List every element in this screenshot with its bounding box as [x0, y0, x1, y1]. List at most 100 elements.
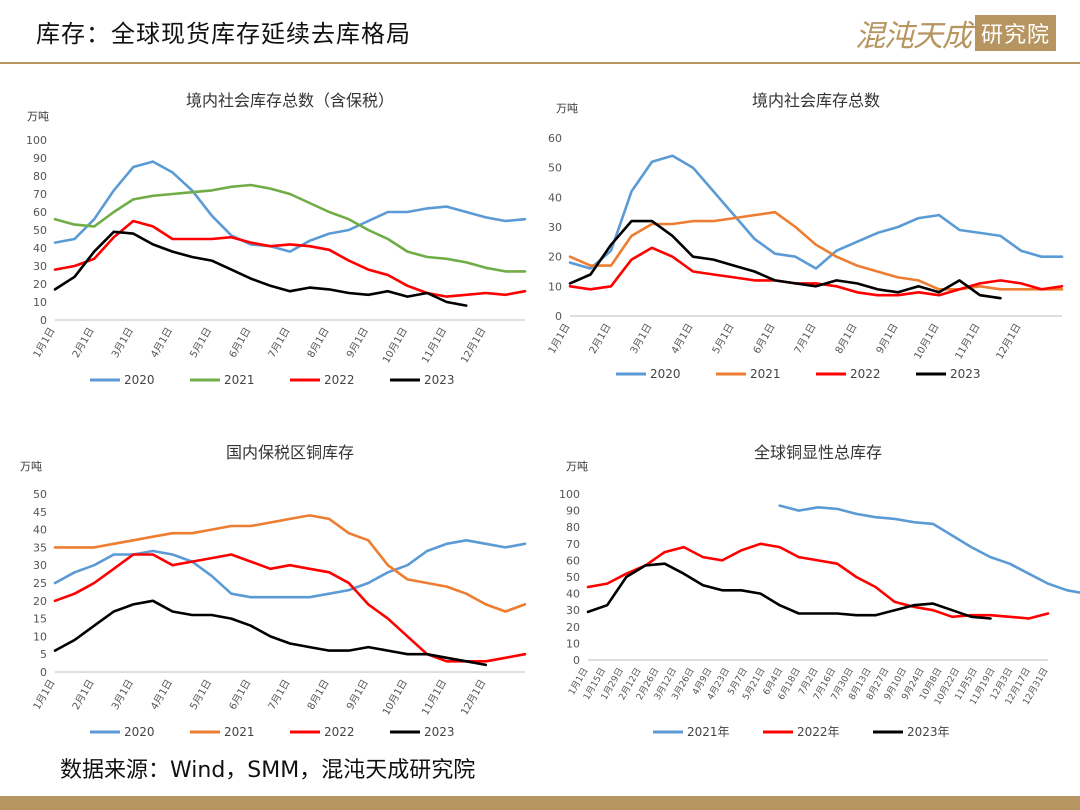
y-tick-label: 10 [566, 637, 580, 650]
series-line-2020 [568, 154, 1064, 270]
series-line-2023 [53, 230, 468, 307]
series-line-2022年 [586, 542, 1050, 620]
y-tick-label: 100 [26, 134, 47, 147]
y-tick-label: 5 [40, 648, 47, 661]
y-tick-label: 0 [40, 314, 47, 327]
y-tick-label: 60 [566, 554, 580, 567]
y-tick-label: 80 [33, 170, 47, 183]
y-tick-label: 50 [566, 571, 580, 584]
legend-label: 2022年 [797, 725, 840, 739]
page-title: 库存：全球现货库存延续去库格局 [36, 20, 411, 48]
x-tick-label: 9月1日 [344, 326, 371, 360]
y-tick-label: 20 [566, 621, 580, 634]
series-line-2020 [53, 160, 527, 253]
legend-label: 2023 [424, 373, 455, 387]
header-divider [0, 62, 1080, 64]
x-tick-label: 6月1日 [751, 322, 778, 356]
y-tick-label: 100 [559, 488, 580, 501]
y-tick-label: 30 [548, 221, 562, 234]
y-tick-label: 45 [33, 506, 47, 519]
legend-label: 2022 [324, 725, 355, 739]
x-tick-label: 12月1日 [994, 322, 1024, 362]
x-tick-label: 9月1日 [344, 678, 371, 712]
legend-label: 2021 [750, 367, 781, 381]
y-tick-label: 80 [566, 521, 580, 534]
chart-global-visible-copper-inventory: 全球铜显性总库存万吨01020304050607080901001月1日1月15… [559, 443, 1080, 739]
y-tick-label: 70 [33, 188, 47, 201]
x-tick-label: 11月1日 [419, 326, 449, 366]
x-tick-label: 11月1日 [953, 322, 983, 362]
y-axis-unit: 万吨 [556, 102, 578, 115]
chart-title: 全球铜显性总库存 [754, 443, 882, 462]
series-line-2022 [53, 219, 527, 298]
y-tick-label: 50 [33, 224, 47, 237]
y-tick-label: 90 [566, 505, 580, 518]
y-tick-label: 15 [33, 613, 47, 626]
y-tick-label: 25 [33, 577, 47, 590]
y-tick-label: 20 [33, 278, 47, 291]
data-source-note: 数据来源：Wind，SMM，混沌天成研究院 [60, 758, 476, 783]
series-line-2021年 [778, 504, 1080, 594]
y-tick-label: 10 [33, 630, 47, 643]
logo-brush-text: 混沌天成 [854, 19, 972, 54]
x-tick-label: 8月1日 [305, 678, 332, 712]
x-tick-label: 11月1日 [419, 678, 449, 718]
y-tick-label: 60 [33, 206, 47, 219]
y-axis-unit: 万吨 [20, 460, 42, 473]
series-line-2023 [53, 599, 488, 667]
legend-label: 2020 [124, 725, 155, 739]
y-tick-label: 40 [566, 588, 580, 601]
series-line-2021 [53, 514, 527, 613]
legend-label: 2023年 [907, 725, 950, 739]
y-tick-label: 40 [548, 191, 562, 204]
series-line-2021 [53, 183, 527, 273]
legend-label: 2021年 [687, 725, 730, 739]
chart-title: 境内社会库存总数（含保税） [186, 91, 394, 110]
series-line-2023 [568, 219, 1002, 300]
x-tick-label: 1月1日 [31, 678, 58, 712]
y-tick-label: 40 [33, 242, 47, 255]
x-tick-label: 7月1日 [792, 322, 819, 356]
x-tick-label: 8月1日 [833, 322, 860, 356]
x-tick-label: 4月1日 [148, 678, 175, 712]
y-tick-label: 90 [33, 152, 47, 165]
chart-title: 境内社会库存总数 [752, 91, 880, 110]
x-tick-label: 1月1日 [546, 322, 573, 356]
y-tick-label: 30 [566, 604, 580, 617]
legend-label: 2021 [224, 373, 255, 387]
x-tick-label: 10月1日 [912, 322, 942, 362]
legend-label: 2022 [850, 367, 881, 381]
y-tick-label: 0 [573, 654, 580, 667]
series-line-2023年 [586, 562, 992, 620]
y-tick-label: 50 [548, 162, 562, 175]
x-tick-label: 5月1日 [710, 322, 737, 356]
x-tick-label: 5月1日 [188, 326, 215, 360]
x-tick-label: 6月1日 [227, 326, 254, 360]
x-tick-label: 3月1日 [628, 322, 655, 356]
x-tick-label: 7月1日 [266, 678, 293, 712]
x-tick-label: 6月1日 [227, 678, 254, 712]
x-tick-label: 12月1日 [458, 678, 488, 718]
y-tick-label: 30 [33, 260, 47, 273]
company-logo: 混沌天成 研究院 [855, 10, 1056, 56]
series-line-2022 [53, 553, 527, 663]
legend-label: 2023 [950, 367, 981, 381]
y-tick-label: 70 [566, 538, 580, 551]
x-tick-label: 4月1日 [669, 322, 696, 356]
x-tick-label: 2月1日 [70, 326, 97, 360]
y-axis-unit: 万吨 [27, 110, 49, 123]
chart-domestic-social-inventory-incl-bonded: 境内社会库存总数（含保税） 万吨 0 10 20 30 40 50 60 70 80 90 100 1月1… [26, 91, 527, 387]
y-tick-label: 20 [548, 251, 562, 264]
y-axis-unit: 万吨 [566, 460, 588, 473]
x-tick-label: 10月1日 [380, 678, 410, 718]
x-tick-label: 7月1日 [266, 326, 293, 360]
logo-box-text: 研究院 [974, 15, 1056, 51]
y-tick-label: 0 [555, 310, 562, 323]
x-tick-label: 2月1日 [587, 322, 614, 356]
legend-label: 2020 [124, 373, 155, 387]
y-tick-label: 0 [40, 666, 47, 679]
y-tick-label: 50 [33, 488, 47, 501]
x-tick-label: 10月1日 [380, 326, 410, 366]
